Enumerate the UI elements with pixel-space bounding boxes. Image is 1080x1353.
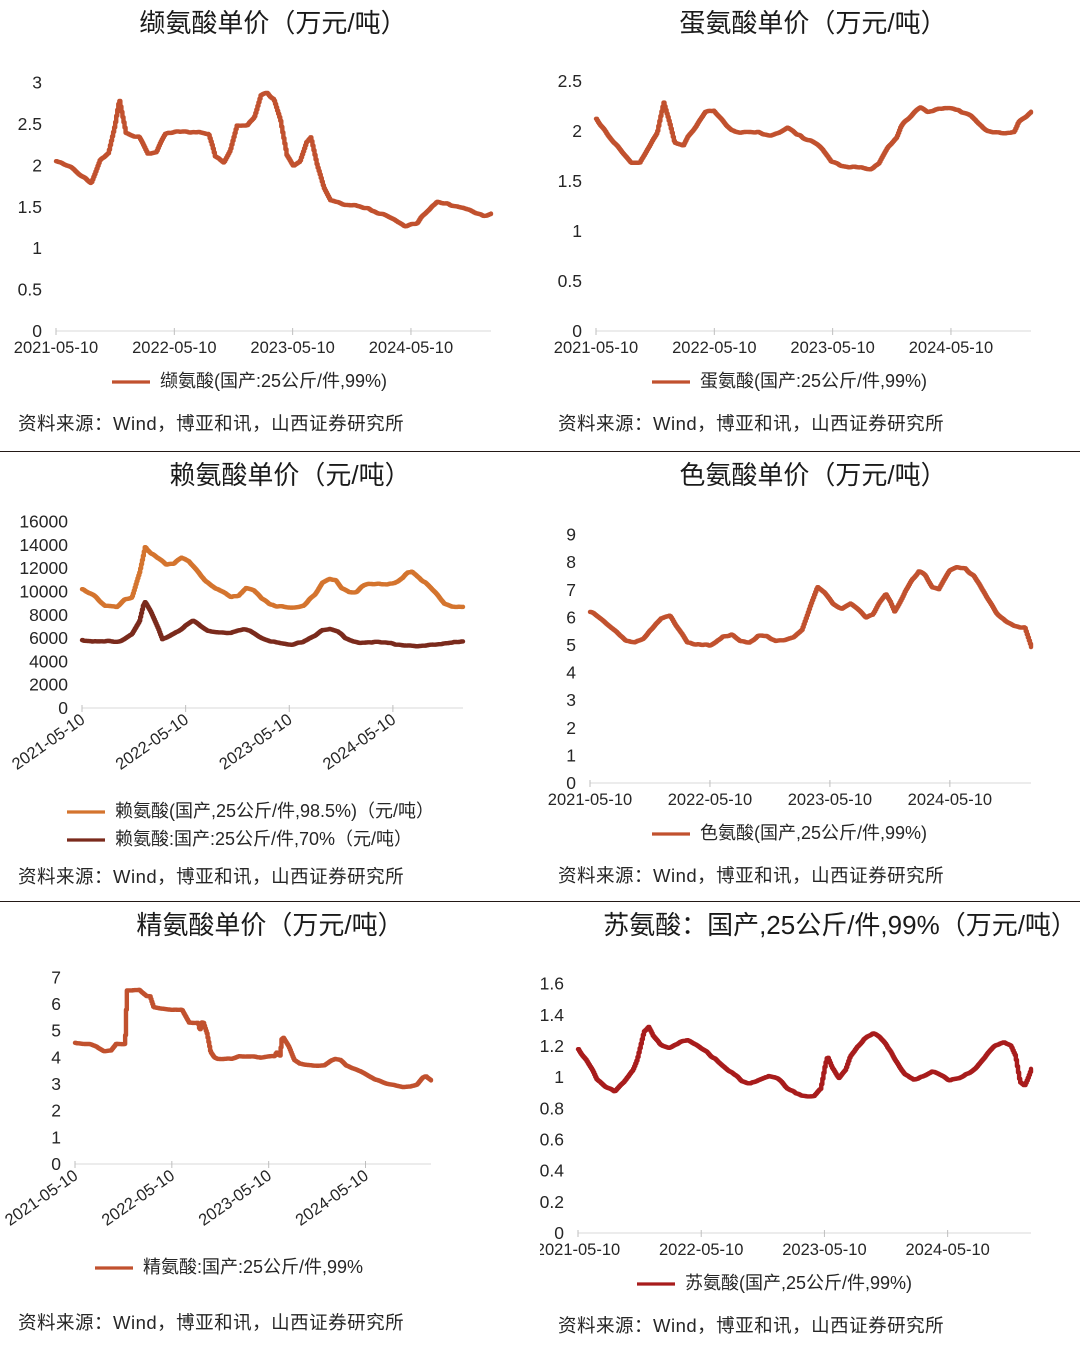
svg-text:资料来源：Wind，博亚和讯，山西证券研究所: 资料来源：Wind，博亚和讯，山西证券研究所: [558, 413, 944, 434]
svg-text:1.5: 1.5: [18, 197, 42, 217]
svg-text:2023-05-10: 2023-05-10: [216, 711, 295, 774]
svg-text:16000: 16000: [19, 512, 68, 532]
svg-text:1: 1: [566, 745, 576, 765]
svg-text:1: 1: [554, 1067, 564, 1087]
svg-text:2021-05-10: 2021-05-10: [14, 339, 98, 357]
svg-text:6: 6: [566, 607, 576, 627]
svg-text:5: 5: [51, 1021, 61, 1041]
svg-text:2021-05-10: 2021-05-10: [2, 1167, 81, 1230]
svg-text:苏氨酸：国产,25公斤/件,99%（万元/吨）: 苏氨酸：国产,25公斤/件,99%（万元/吨）: [603, 910, 1077, 940]
svg-text:2000: 2000: [29, 675, 68, 695]
svg-text:0: 0: [51, 1154, 61, 1174]
svg-text:0: 0: [566, 773, 576, 793]
svg-text:色氨酸(国产,25公斤/件,99%): 色氨酸(国产,25公斤/件,99%): [700, 823, 927, 843]
svg-text:2023-05-10: 2023-05-10: [250, 339, 334, 357]
svg-text:2024-05-10: 2024-05-10: [320, 711, 399, 774]
svg-text:8000: 8000: [29, 605, 68, 625]
svg-text:赖氨酸:国产:25公斤/件,70%（元/吨）: 赖氨酸:国产:25公斤/件,70%（元/吨）: [115, 829, 412, 849]
svg-text:0: 0: [58, 698, 68, 718]
svg-text:5: 5: [566, 635, 576, 655]
svg-text:2022-05-10: 2022-05-10: [99, 1167, 178, 1230]
svg-text:3: 3: [566, 690, 576, 710]
svg-text:1: 1: [32, 238, 42, 258]
svg-text:4: 4: [566, 663, 576, 683]
svg-text:9: 9: [566, 525, 576, 545]
svg-text:赖氨酸(国产,25公斤/件,98.5%)（元/吨）: 赖氨酸(国产,25公斤/件,98.5%)（元/吨）: [115, 801, 434, 821]
svg-text:0.6: 0.6: [540, 1129, 564, 1149]
svg-text:1.5: 1.5: [558, 171, 582, 191]
svg-text:2024-05-10: 2024-05-10: [369, 339, 453, 357]
svg-text:2022-05-10: 2022-05-10: [668, 791, 752, 809]
svg-text:2024-05-10: 2024-05-10: [292, 1167, 371, 1230]
svg-text:蛋氨酸单价（万元/吨）: 蛋氨酸单价（万元/吨）: [679, 8, 946, 38]
svg-text:色氨酸单价（万元/吨）: 色氨酸单价（万元/吨）: [679, 460, 946, 490]
svg-text:资料来源：Wind，博亚和讯，山西证券研究所: 资料来源：Wind，博亚和讯，山西证券研究所: [558, 1315, 944, 1336]
svg-text:0.2: 0.2: [540, 1192, 564, 1212]
svg-text:0.8: 0.8: [540, 1098, 564, 1118]
svg-text:2022-05-10: 2022-05-10: [672, 339, 756, 357]
svg-text:2021-05-10: 2021-05-10: [554, 339, 638, 357]
svg-text:6000: 6000: [29, 628, 68, 648]
svg-text:资料来源：Wind，博亚和讯，山西证券研究所: 资料来源：Wind，博亚和讯，山西证券研究所: [18, 1312, 404, 1333]
svg-text:2022-05-10: 2022-05-10: [132, 339, 216, 357]
svg-text:资料来源：Wind，博亚和讯，山西证券研究所: 资料来源：Wind，博亚和讯，山西证券研究所: [18, 413, 404, 434]
svg-text:蛋氨酸(国产:25公斤/件,99%): 蛋氨酸(国产:25公斤/件,99%): [700, 371, 927, 391]
svg-text:苏氨酸(国产,25公斤/件,99%): 苏氨酸(国产,25公斤/件,99%): [685, 1273, 912, 1293]
svg-text:2021-05-10: 2021-05-10: [540, 1241, 620, 1259]
svg-text:2024-05-10: 2024-05-10: [909, 339, 993, 357]
svg-text:10000: 10000: [19, 582, 68, 602]
svg-text:精氨酸:国产:25公斤/件,99%: 精氨酸:国产:25公斤/件,99%: [143, 1257, 363, 1277]
svg-text:1: 1: [51, 1127, 61, 1147]
svg-text:2022-05-10: 2022-05-10: [659, 1241, 743, 1259]
svg-text:0: 0: [554, 1223, 564, 1243]
svg-text:4000: 4000: [29, 651, 68, 671]
svg-text:1.6: 1.6: [540, 974, 564, 994]
svg-text:2023-05-10: 2023-05-10: [195, 1167, 274, 1230]
svg-text:缬氨酸单价（万元/吨）: 缬氨酸单价（万元/吨）: [139, 8, 406, 38]
svg-text:2022-05-10: 2022-05-10: [112, 711, 191, 774]
svg-text:赖氨酸单价（元/吨）: 赖氨酸单价（元/吨）: [169, 460, 410, 490]
svg-text:1.4: 1.4: [540, 1005, 564, 1025]
svg-text:2023-05-10: 2023-05-10: [790, 339, 874, 357]
svg-text:2023-05-10: 2023-05-10: [788, 791, 872, 809]
svg-text:2.5: 2.5: [18, 114, 42, 134]
svg-text:资料来源：Wind，博亚和讯，山西证券研究所: 资料来源：Wind，博亚和讯，山西证券研究所: [558, 865, 944, 886]
svg-text:2: 2: [32, 155, 42, 175]
svg-text:12000: 12000: [19, 558, 68, 578]
svg-text:0: 0: [572, 321, 582, 341]
svg-text:1: 1: [572, 221, 582, 241]
svg-text:1.2: 1.2: [540, 1036, 564, 1056]
svg-text:精氨酸单价（万元/吨）: 精氨酸单价（万元/吨）: [136, 910, 403, 940]
svg-text:0.5: 0.5: [558, 271, 582, 291]
svg-text:7: 7: [566, 580, 576, 600]
svg-text:4: 4: [51, 1047, 61, 1067]
svg-text:2.5: 2.5: [558, 71, 582, 91]
svg-text:缬氨酸(国产:25公斤/件,99%): 缬氨酸(国产:25公斤/件,99%): [160, 371, 387, 391]
svg-text:2: 2: [566, 718, 576, 738]
svg-text:2024-05-10: 2024-05-10: [908, 791, 992, 809]
svg-text:3: 3: [32, 73, 42, 93]
svg-text:2: 2: [572, 121, 582, 141]
svg-text:0: 0: [32, 321, 42, 341]
svg-text:0.5: 0.5: [18, 280, 42, 300]
svg-text:7: 7: [51, 967, 61, 987]
svg-text:8: 8: [566, 552, 576, 572]
svg-text:2024-05-10: 2024-05-10: [905, 1241, 989, 1259]
svg-text:3: 3: [51, 1074, 61, 1094]
svg-text:2023-05-10: 2023-05-10: [782, 1241, 866, 1259]
svg-text:资料来源：Wind，博亚和讯，山西证券研究所: 资料来源：Wind，博亚和讯，山西证券研究所: [18, 866, 404, 887]
svg-text:2: 2: [51, 1101, 61, 1121]
svg-text:2021-05-10: 2021-05-10: [548, 791, 632, 809]
svg-text:0.4: 0.4: [540, 1161, 564, 1181]
svg-text:6: 6: [51, 994, 61, 1014]
svg-text:2021-05-10: 2021-05-10: [9, 711, 88, 774]
svg-text:14000: 14000: [19, 535, 68, 555]
